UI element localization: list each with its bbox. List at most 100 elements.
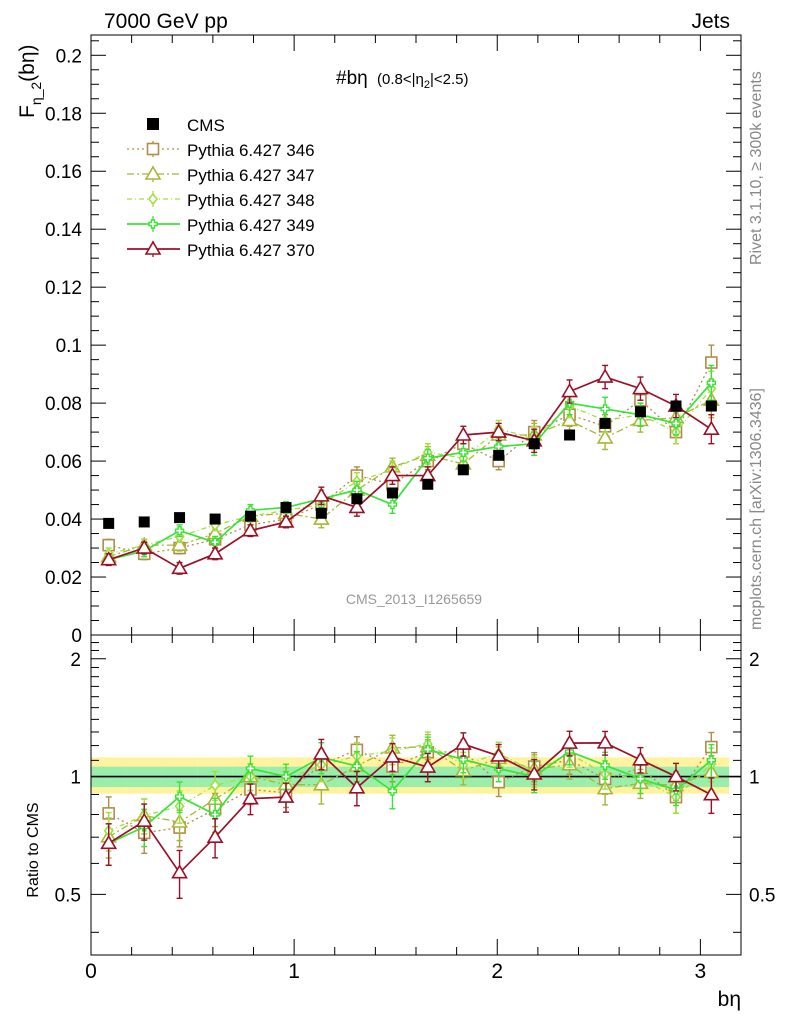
series-2-point [171, 536, 188, 551]
series-5-point [632, 380, 649, 395]
analysis-watermark: CMS_2013_I1265659 [346, 591, 482, 607]
series-5-ratio-point [135, 812, 153, 827]
main-y-tick-label: 0.02 [45, 568, 82, 589]
legend-series-5-label: Pythia 6.427 370 [187, 241, 315, 260]
cms-point [174, 512, 186, 524]
series-5-ratio-point [171, 864, 188, 879]
series-5-point [135, 539, 153, 554]
series-5-point [561, 382, 578, 398]
ratio-panel: 0.5 0.5 1 1 2 2 [55, 634, 776, 956]
cms-point [422, 478, 434, 490]
series-4-point [493, 441, 504, 452]
ratio-plot-data [100, 730, 720, 900]
series-5-ratio-point [596, 734, 614, 749]
ratio-tick-labels: 0.5 0.5 1 1 2 2 [55, 650, 776, 907]
cms-point [634, 406, 646, 418]
series-4-ratio-point [245, 763, 256, 774]
series-5-point [348, 498, 366, 514]
series-5-ratio-point [206, 828, 224, 843]
series-5-point [702, 420, 720, 436]
chart-title-main: #bη [336, 68, 368, 89]
series-5-ratio-point [348, 779, 366, 794]
ratio-axis-ticks [90, 634, 742, 955]
cms-point [564, 429, 576, 441]
series-5-ratio-point [632, 751, 649, 766]
y-axis-label-sub: η_2 [28, 82, 44, 106]
cms-point [599, 417, 611, 429]
series-5-ratio-point [454, 735, 472, 750]
main-y-tick-label: 0.2 [56, 46, 82, 67]
category-label: Jets [691, 10, 730, 33]
rivet-label: Rivet 3.1.10, ≥ 300k events [748, 71, 765, 265]
legend-cms-label: CMS [187, 116, 225, 135]
cms-point [315, 507, 327, 519]
series-5-point [100, 551, 118, 566]
chart-title-sub: (0.8<|η [377, 71, 424, 88]
main-y-tick-label: 0.14 [45, 220, 82, 241]
main-y-tick-label: 0.12 [45, 278, 82, 299]
main-axis-ticks [90, 35, 742, 636]
series-5-point [454, 426, 472, 441]
x-axis-label: bη [718, 988, 741, 1011]
series-5-point [242, 522, 259, 537]
series-4-ratio-point [635, 774, 646, 784]
ratio-y-tick-label: 1 [70, 768, 81, 789]
series-4-ratio-point [210, 809, 220, 820]
main-y-tick-label: 0.16 [45, 162, 82, 183]
series-5-ratio-point [667, 767, 685, 783]
series-5-point [384, 466, 401, 482]
series-2-point [596, 429, 614, 444]
series-5-ratio-point [242, 790, 259, 805]
series-4-ratio-line [108, 748, 712, 845]
series-4-point [600, 404, 610, 414]
energy-label: 7000 GeV pp [104, 10, 228, 33]
cms-point [670, 400, 682, 412]
cms-point [138, 516, 150, 528]
series-4-point [387, 499, 398, 510]
legend-series-3-marker [147, 192, 159, 206]
y-axis-label: Fη_2(bη) [16, 44, 44, 118]
series-5-ratio-point [525, 765, 543, 780]
cms-point [280, 501, 292, 513]
series-4-point [706, 378, 717, 388]
series-5-point [490, 423, 508, 438]
series-5-ratio-point [702, 786, 720, 801]
x-tick-labels: 0 1 2 3 [85, 960, 706, 983]
main-y-tick-label: 0.04 [45, 510, 82, 531]
ratio-y-tick-label-right: 1 [749, 768, 760, 789]
cms-point [209, 513, 221, 525]
ratio-y-tick-label-right: 2 [749, 650, 760, 671]
main-panel: 0 0.02 0.04 0.06 0.08 0.1 0.12 0.14 0.16 0.18 0.2 [45, 34, 742, 647]
ratio-y-axis-label: Ratio to CMS [25, 802, 42, 897]
chart-title-sub-end: |<2.5) [430, 71, 469, 88]
cms-point [528, 438, 540, 450]
series-5-point [277, 513, 295, 528]
main-y-tick-label: 0.1 [56, 336, 82, 357]
cms-point [705, 400, 717, 412]
y-axis-label-end: (bη) [16, 44, 39, 81]
x-tick-label: 3 [695, 960, 707, 983]
series-4-point [423, 453, 433, 463]
mcplots-label: mcplots.cern.ch [arXiv:1306.3436] [748, 388, 765, 630]
series-5-ratio-point [490, 747, 508, 762]
series-4-point [458, 447, 469, 458]
main-y-tick-label: 0.08 [45, 394, 82, 415]
series-2-ratio-point [312, 776, 330, 791]
y-axis-label-main: F [16, 105, 39, 118]
legend-series-3-label: Pythia 6.427 348 [187, 191, 315, 210]
series-4-line [108, 382, 712, 561]
series-5-point [206, 545, 224, 560]
legend-series-2-marker [144, 165, 162, 180]
series-5-point [171, 559, 188, 575]
ratio-y-tick-label-right: 0.5 [749, 885, 775, 906]
cms-point [244, 510, 256, 522]
series-5-ratio-point [384, 748, 401, 763]
series-4-ratio-point [387, 786, 398, 796]
main-y-tick-label: 0.06 [45, 452, 82, 473]
series-4-ratio-point [600, 760, 610, 771]
series-4-ratio-point [423, 744, 433, 755]
x-tick-label: 0 [85, 960, 97, 983]
main-plot-data [100, 344, 720, 575]
series-4-point [174, 525, 185, 536]
